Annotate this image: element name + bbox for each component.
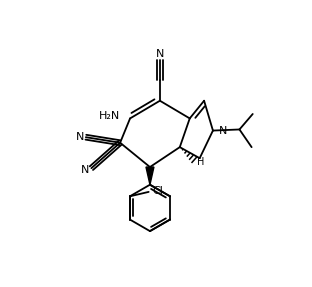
Text: H₂N: H₂N: [99, 111, 120, 121]
Text: N: N: [81, 165, 90, 175]
Text: N: N: [156, 49, 164, 59]
Text: N: N: [76, 132, 84, 142]
Text: Cl: Cl: [153, 187, 163, 197]
Text: H: H: [197, 157, 204, 167]
Polygon shape: [146, 167, 154, 185]
Text: N: N: [219, 126, 227, 135]
